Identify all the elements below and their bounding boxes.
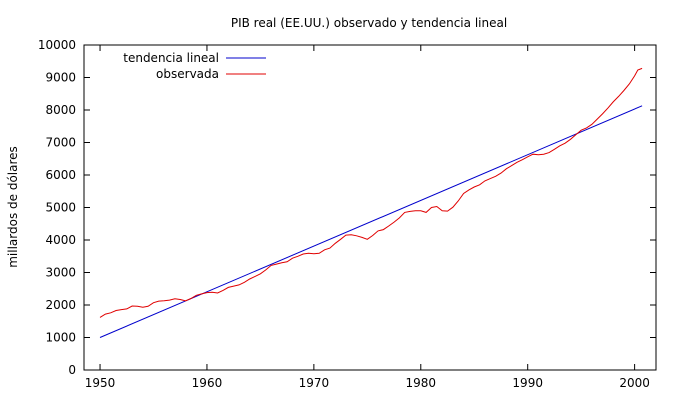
chart-title: PIB real (EE.UU.) observado y tendencia … — [231, 16, 507, 30]
x-tick-label: 1950 — [85, 376, 116, 390]
legend-label: observada — [156, 67, 219, 81]
y-tick-label: 6000 — [45, 168, 76, 182]
legend: tendencia lineal observada — [123, 51, 266, 81]
y-tick-label: 3000 — [45, 266, 76, 280]
x-tick-label: 1970 — [299, 376, 330, 390]
axis-ticks: 0 1000 2000 3000 4000 5000 6000 7000 8000 9000 100… — [38, 38, 656, 390]
series-line-0 — [99, 105, 643, 338]
y-tick-label: 5000 — [45, 201, 76, 215]
legend-label: tendencia lineal — [123, 51, 219, 65]
x-tick-label: 1960 — [192, 376, 223, 390]
series-layer — [99, 67, 643, 338]
y-tick-label: 7000 — [45, 136, 76, 150]
y-tick-label: 1000 — [45, 331, 76, 345]
y-tick-label: 0 — [68, 363, 76, 377]
x-tick-label: 1980 — [406, 376, 437, 390]
series-line-1 — [99, 67, 643, 318]
y-tick-label: 9000 — [45, 71, 76, 85]
x-tick-label: 1990 — [512, 376, 543, 390]
x-tick-label: 2000 — [619, 376, 650, 390]
y-tick-label: 8000 — [45, 103, 76, 117]
y-tick-label: 2000 — [45, 298, 76, 312]
y-tick-label: 4000 — [45, 233, 76, 247]
y-axis-label: millardos de dólares — [6, 146, 20, 268]
plot-frame — [83, 44, 657, 371]
y-tick-label: 10000 — [38, 38, 76, 52]
